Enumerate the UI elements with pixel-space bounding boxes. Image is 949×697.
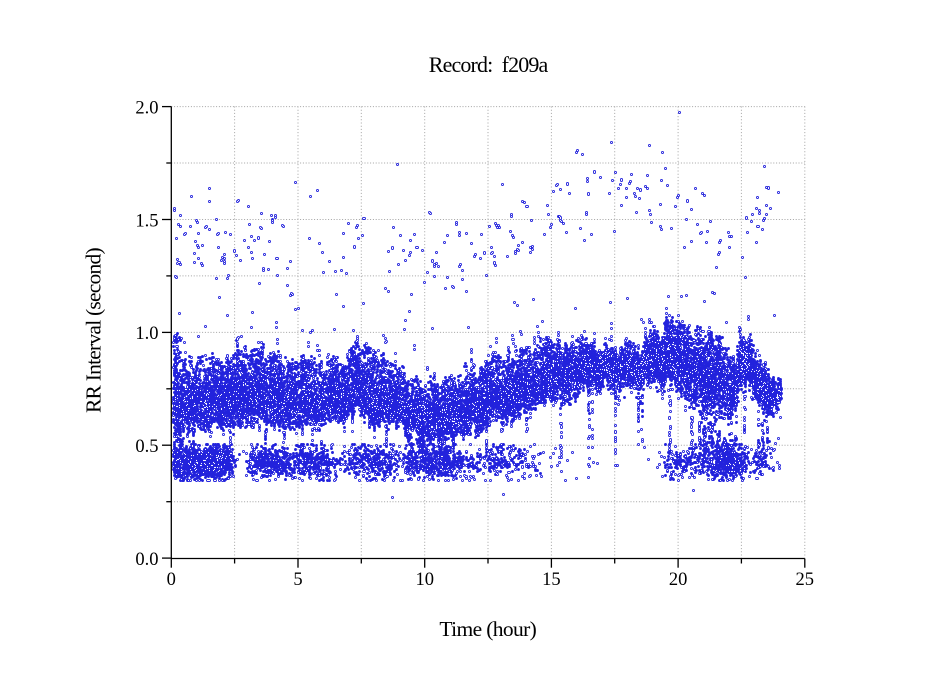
svg-text:25: 25 — [796, 570, 815, 590]
svg-text:0: 0 — [167, 570, 176, 590]
svg-text:0.5: 0.5 — [135, 437, 158, 457]
svg-text:15: 15 — [542, 570, 561, 590]
svg-text:5: 5 — [293, 570, 302, 590]
svg-text:RR Interval (second): RR Interval (second) — [81, 247, 105, 413]
svg-text:Record: f209a: Record: f209a — [429, 52, 549, 77]
svg-text:Time (hour): Time (hour) — [439, 617, 536, 641]
svg-text:10: 10 — [415, 570, 434, 590]
svg-text:2.0: 2.0 — [135, 99, 158, 119]
svg-text:1.0: 1.0 — [135, 324, 158, 344]
svg-text:0.0: 0.0 — [135, 550, 158, 570]
svg-text:20: 20 — [669, 570, 688, 590]
svg-text:1.5: 1.5 — [135, 211, 158, 231]
